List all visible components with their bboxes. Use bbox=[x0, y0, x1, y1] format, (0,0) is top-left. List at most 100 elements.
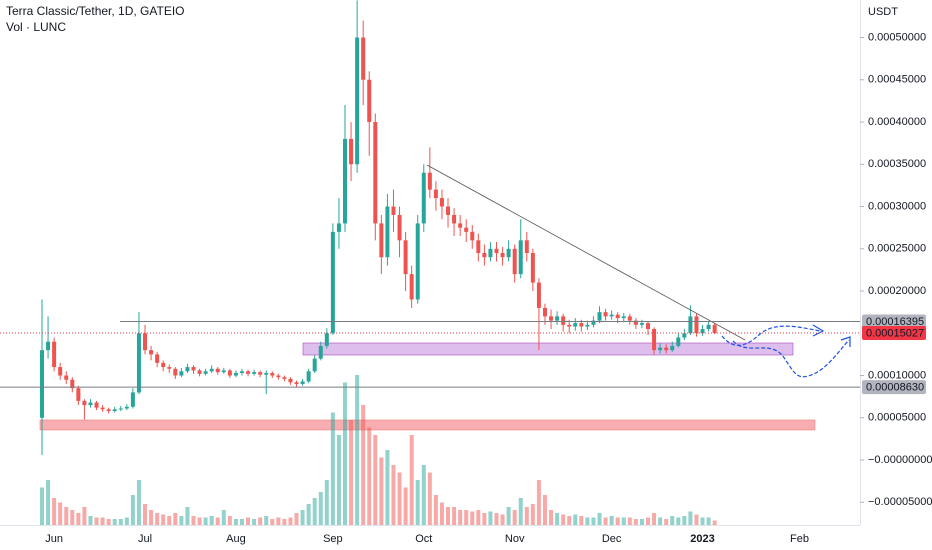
y-tick-label: 0.00010000 bbox=[868, 369, 926, 381]
volume-bar bbox=[530, 504, 535, 525]
candle-body bbox=[155, 354, 160, 363]
volume-bar bbox=[300, 510, 305, 525]
candle-body bbox=[76, 388, 81, 401]
volume-bar bbox=[712, 520, 717, 525]
price-tag bbox=[862, 380, 926, 395]
volume-bar bbox=[494, 513, 499, 525]
volume-bar bbox=[609, 516, 614, 525]
volume-bar bbox=[118, 519, 123, 525]
volume-bar bbox=[324, 480, 329, 525]
volume-bar bbox=[227, 516, 232, 525]
candle-body bbox=[367, 79, 372, 123]
volume-bar bbox=[318, 492, 323, 525]
candle-body bbox=[421, 172, 426, 224]
volume-bar bbox=[579, 516, 584, 525]
volume-bar bbox=[58, 502, 63, 525]
candle-body bbox=[542, 307, 547, 317]
volume-bar bbox=[136, 480, 141, 525]
candle-body bbox=[579, 323, 584, 327]
candle-body bbox=[706, 324, 711, 330]
candle-body bbox=[433, 189, 438, 199]
y-tick-label: −0.00000000 bbox=[868, 454, 932, 466]
candle-body bbox=[167, 367, 172, 369]
volume-bar bbox=[179, 516, 184, 525]
candle-body bbox=[324, 333, 329, 346]
volume-bar bbox=[488, 511, 493, 525]
volume-bar bbox=[88, 516, 93, 525]
volume-bar bbox=[209, 516, 214, 525]
candle-body bbox=[52, 341, 57, 368]
price-tag bbox=[862, 326, 926, 341]
volume-bar bbox=[524, 507, 529, 525]
projection-arrow bbox=[732, 339, 850, 378]
volume-bar bbox=[191, 516, 196, 525]
candle-body bbox=[500, 252, 505, 258]
volume-bar bbox=[155, 513, 160, 525]
candle-body bbox=[379, 223, 384, 258]
candle-body bbox=[288, 378, 293, 383]
volume-bar bbox=[94, 517, 99, 525]
y-tick-label: 0.00040000 bbox=[868, 116, 926, 128]
y-tick-label: 0.00020000 bbox=[868, 285, 926, 297]
volume-bar bbox=[706, 517, 711, 525]
candle-body bbox=[318, 345, 323, 359]
volume-bar bbox=[361, 405, 366, 525]
x-tick-label: Nov bbox=[505, 533, 525, 545]
x-tick-label: Feb bbox=[790, 533, 809, 545]
candle-body bbox=[415, 223, 420, 300]
candle-body bbox=[270, 372, 275, 376]
volume-bar bbox=[646, 517, 650, 525]
candle-body bbox=[124, 406, 129, 409]
zone-box bbox=[302, 342, 794, 356]
candle-body bbox=[488, 248, 493, 258]
volume-bar bbox=[276, 517, 281, 525]
candle-body bbox=[512, 248, 517, 275]
candle-body bbox=[446, 206, 451, 215]
candle-body bbox=[549, 316, 554, 321]
volume-bar bbox=[112, 519, 117, 525]
candle-body bbox=[585, 324, 590, 327]
candle-body bbox=[185, 367, 190, 372]
axis-unit: USDT bbox=[868, 6, 898, 18]
x-tick-label: Dec bbox=[602, 533, 622, 545]
volume-bar bbox=[688, 511, 693, 525]
volume-bar bbox=[203, 517, 208, 525]
candle-body bbox=[355, 37, 360, 165]
price-tag-label: 0.00016395 bbox=[866, 316, 924, 328]
candle-body bbox=[100, 407, 105, 410]
candle-body bbox=[233, 372, 238, 376]
candle-body bbox=[82, 400, 87, 406]
volume-bar bbox=[161, 514, 166, 525]
volume-bar bbox=[373, 435, 378, 525]
candle-body bbox=[639, 323, 644, 325]
volume-bar bbox=[452, 507, 457, 525]
volume-bar bbox=[197, 517, 202, 525]
volume-bar bbox=[252, 519, 257, 525]
volume-bar bbox=[615, 517, 620, 525]
candle-body bbox=[470, 231, 475, 241]
volume-bar bbox=[561, 514, 566, 525]
candle-body bbox=[385, 206, 390, 258]
candle-body bbox=[482, 252, 487, 258]
volume-bar bbox=[233, 519, 238, 525]
candle-body bbox=[136, 333, 141, 393]
volume-bar bbox=[603, 517, 608, 525]
candle-body bbox=[282, 377, 287, 379]
volume-bar bbox=[573, 514, 578, 525]
volume-bar bbox=[379, 457, 384, 525]
candle-body bbox=[161, 362, 166, 368]
candle-body bbox=[609, 314, 614, 317]
candle-body bbox=[536, 282, 541, 308]
volume-bar bbox=[597, 513, 602, 525]
candle-body bbox=[197, 370, 202, 374]
candle-body bbox=[343, 138, 347, 224]
candle-body bbox=[391, 206, 396, 215]
y-tick-label: 0.00030000 bbox=[868, 200, 926, 212]
price-tag bbox=[862, 314, 926, 329]
volume-bar bbox=[664, 519, 669, 525]
candle-body bbox=[615, 314, 620, 319]
candle-body bbox=[330, 231, 335, 334]
candle-body bbox=[397, 214, 402, 241]
candle-body bbox=[476, 240, 481, 253]
